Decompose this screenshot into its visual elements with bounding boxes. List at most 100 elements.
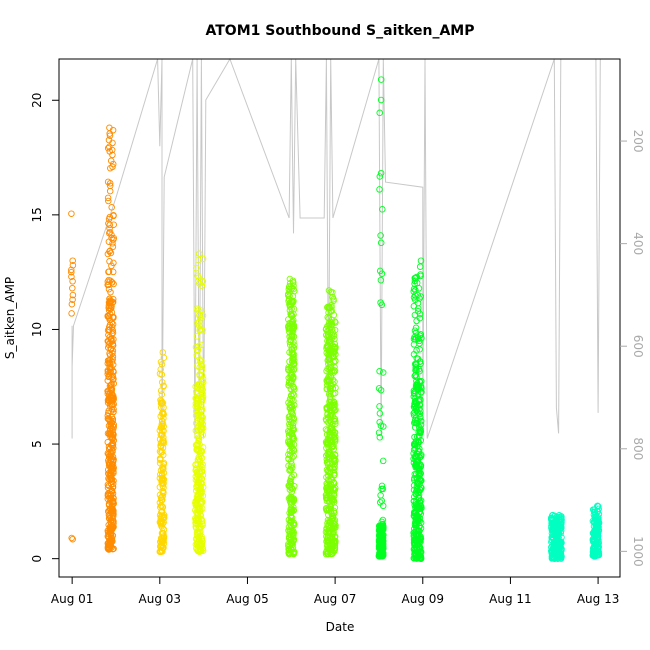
chart-title: ATOM1 Southbound S_aitken_AMP	[206, 23, 475, 39]
data-point	[290, 550, 297, 558]
data-point	[379, 485, 387, 493]
data-point	[196, 457, 204, 465]
data-point	[376, 173, 384, 180]
y2-tick-label: 200	[631, 130, 645, 153]
data-point	[410, 351, 418, 358]
data-point	[104, 357, 112, 364]
data-point	[325, 472, 332, 479]
data-point	[331, 326, 339, 334]
data-point	[417, 555, 425, 562]
data-point	[157, 548, 165, 556]
data-point	[555, 513, 563, 521]
data-point	[377, 239, 385, 247]
data-point	[157, 439, 165, 447]
data-point	[416, 295, 423, 302]
data-point	[413, 538, 420, 546]
data-point	[108, 487, 116, 494]
y-axis-right: 200 400 600 800 1000	[620, 130, 645, 567]
data-point	[110, 221, 117, 228]
data-point	[105, 136, 113, 144]
data-point	[109, 376, 117, 384]
data-point	[325, 315, 333, 322]
data-point	[324, 467, 332, 475]
data-point	[285, 283, 293, 291]
data-point	[417, 484, 424, 491]
data-point	[325, 505, 333, 513]
data-point	[109, 483, 117, 491]
data-point	[416, 310, 424, 318]
data-point	[417, 396, 424, 403]
data-point	[379, 516, 387, 524]
data-point	[108, 386, 115, 394]
data-point	[109, 243, 117, 251]
data-point	[415, 285, 423, 292]
data-point	[323, 405, 331, 413]
data-point	[195, 318, 203, 325]
data-point	[107, 288, 114, 296]
data-point	[194, 446, 201, 454]
data-point	[417, 552, 424, 559]
data-point	[328, 307, 336, 315]
data-point	[106, 221, 114, 229]
data-point	[193, 305, 201, 313]
data-point	[328, 382, 335, 389]
data-point	[69, 257, 76, 264]
data-point	[415, 366, 423, 373]
data-point	[593, 538, 600, 546]
data-point	[285, 462, 292, 470]
data-point	[158, 471, 166, 478]
data-point	[415, 470, 423, 477]
data-point	[107, 336, 114, 343]
data-point	[286, 420, 293, 428]
x-tick-label: Aug 07	[314, 592, 357, 606]
data-point	[68, 210, 75, 217]
data-point	[69, 296, 76, 303]
data-point	[158, 397, 165, 405]
data-point	[109, 441, 117, 448]
data-point	[192, 264, 200, 272]
data-point	[290, 416, 298, 423]
data-point	[323, 385, 331, 392]
data-point	[379, 369, 387, 376]
data-point	[106, 526, 114, 534]
data-point	[414, 380, 421, 387]
data-point	[104, 250, 112, 258]
data-point	[376, 403, 383, 410]
data-point	[110, 212, 117, 219]
data-point	[324, 550, 332, 558]
data-point	[325, 373, 332, 381]
data-point	[410, 387, 418, 394]
data-point	[109, 295, 117, 303]
data-point	[160, 423, 167, 430]
data-point	[327, 308, 335, 315]
data-point	[158, 508, 166, 515]
data-point	[291, 386, 298, 393]
data-point	[413, 317, 420, 325]
data-point	[291, 341, 298, 349]
data-point	[591, 527, 598, 534]
y2-tick-label: 400	[631, 232, 645, 255]
data-point	[412, 364, 419, 371]
data-point	[412, 367, 419, 374]
data-point	[553, 525, 560, 532]
data-point	[325, 476, 332, 483]
data-point	[416, 346, 423, 353]
data-point	[377, 299, 384, 306]
data-point	[198, 498, 205, 506]
data-point	[106, 366, 114, 374]
data-point	[108, 419, 115, 427]
data-point	[196, 441, 203, 448]
data-point	[379, 457, 387, 465]
data-point	[286, 341, 294, 349]
data-point	[289, 485, 297, 493]
data-point	[329, 347, 337, 355]
data-point	[416, 429, 424, 436]
y-tick-label: 15	[30, 207, 44, 222]
data-point	[287, 392, 295, 399]
data-point	[104, 450, 112, 457]
data-point	[326, 355, 333, 363]
data-point	[378, 548, 386, 555]
data-point	[195, 256, 202, 264]
data-point	[412, 445, 419, 453]
overlay-layer	[71, 57, 601, 439]
